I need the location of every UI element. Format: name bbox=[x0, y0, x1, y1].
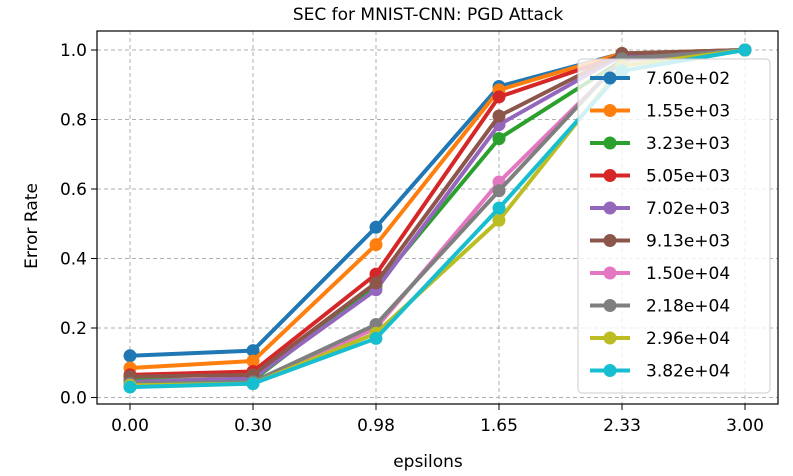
data-point bbox=[492, 201, 506, 215]
data-point bbox=[492, 213, 506, 227]
data-point bbox=[492, 90, 506, 104]
legend-swatch-marker bbox=[603, 136, 617, 150]
x-tick-label: 0.98 bbox=[357, 416, 395, 436]
y-tick-label: 0.2 bbox=[60, 319, 87, 339]
legend-swatch-marker bbox=[603, 364, 617, 377]
x-tick-label: 1.65 bbox=[480, 416, 518, 436]
data-point bbox=[738, 43, 752, 57]
legend-item: 2.18e+04 bbox=[590, 297, 730, 317]
legend-swatch-marker bbox=[603, 201, 617, 215]
y-tick-label: 1.0 bbox=[60, 41, 87, 61]
legend-label: 2.96e+04 bbox=[646, 329, 730, 349]
data-point bbox=[369, 331, 383, 345]
legend-label: 7.02e+03 bbox=[646, 199, 730, 219]
series-line bbox=[128, 48, 747, 379]
legend-item: 7.60e+02 bbox=[590, 69, 730, 89]
data-point bbox=[369, 276, 383, 290]
legend-swatch-marker bbox=[603, 234, 617, 247]
legend-swatch-marker bbox=[603, 169, 617, 182]
chart-title: SEC for MNIST-CNN: PGD Attack bbox=[293, 5, 564, 25]
legend-label: 1.55e+03 bbox=[646, 102, 730, 122]
data-point bbox=[246, 354, 260, 368]
legend: 7.60e+02 1.55e+03 3.23e+03 5.05e+03 7.02e+03… bbox=[577, 58, 771, 394]
data-point bbox=[369, 220, 383, 234]
data-point bbox=[123, 349, 137, 363]
x-axis-title: epsilons bbox=[393, 452, 463, 472]
legend-item: 3.82e+04 bbox=[590, 362, 730, 382]
legend-item: 5.05e+03 bbox=[590, 167, 730, 187]
legend-item: 2.96e+04 bbox=[590, 329, 730, 349]
legend-label: 3.23e+03 bbox=[646, 134, 730, 154]
legend-swatch-marker bbox=[603, 299, 617, 312]
legend-label: 1.50e+04 bbox=[646, 264, 730, 284]
legend-swatch-marker bbox=[603, 71, 617, 85]
y-axis-title: Error Rate bbox=[22, 183, 42, 269]
legend-label: 2.18e+04 bbox=[646, 297, 730, 317]
plot-frame bbox=[96, 30, 779, 405]
y-tick-label: 0.8 bbox=[60, 111, 87, 131]
data-point bbox=[123, 380, 137, 394]
legend-item: 1.50e+04 bbox=[590, 264, 730, 284]
legend-item: 1.55e+03 bbox=[590, 102, 730, 122]
x-tick-label: 0.00 bbox=[111, 416, 149, 436]
y-tick-label: 0.6 bbox=[60, 180, 87, 200]
legend-item: 7.02e+03 bbox=[590, 199, 730, 219]
legend-item: 3.23e+03 bbox=[590, 134, 730, 154]
data-point bbox=[492, 132, 506, 146]
x-tick-label: 3.00 bbox=[726, 416, 764, 436]
legend-label: 3.82e+04 bbox=[646, 362, 730, 382]
y-tick-label: 0.0 bbox=[60, 389, 87, 409]
legend-item: 9.13e+03 bbox=[590, 232, 730, 252]
data-point bbox=[246, 344, 260, 358]
legend-swatch-marker bbox=[603, 331, 617, 345]
data-point bbox=[369, 238, 383, 252]
legend-swatch-marker bbox=[603, 266, 617, 280]
x-axis: 0.00 0.30 0.98 1.65 2.33 3.00 bbox=[111, 404, 764, 436]
legend-label: 7.60e+02 bbox=[646, 69, 730, 89]
data-point bbox=[492, 184, 506, 198]
y-axis: 0.0 0.2 0.4 0.6 0.8 1.0 bbox=[60, 41, 97, 409]
data-point bbox=[246, 377, 260, 391]
x-tick-label: 0.30 bbox=[234, 416, 272, 436]
x-tick-label: 2.33 bbox=[603, 416, 641, 436]
legend-label: 9.13e+03 bbox=[646, 232, 730, 252]
data-point bbox=[492, 109, 506, 123]
legend-swatch-marker bbox=[603, 104, 617, 117]
y-tick-label: 0.4 bbox=[60, 250, 87, 270]
legend-label: 5.05e+03 bbox=[646, 167, 730, 187]
